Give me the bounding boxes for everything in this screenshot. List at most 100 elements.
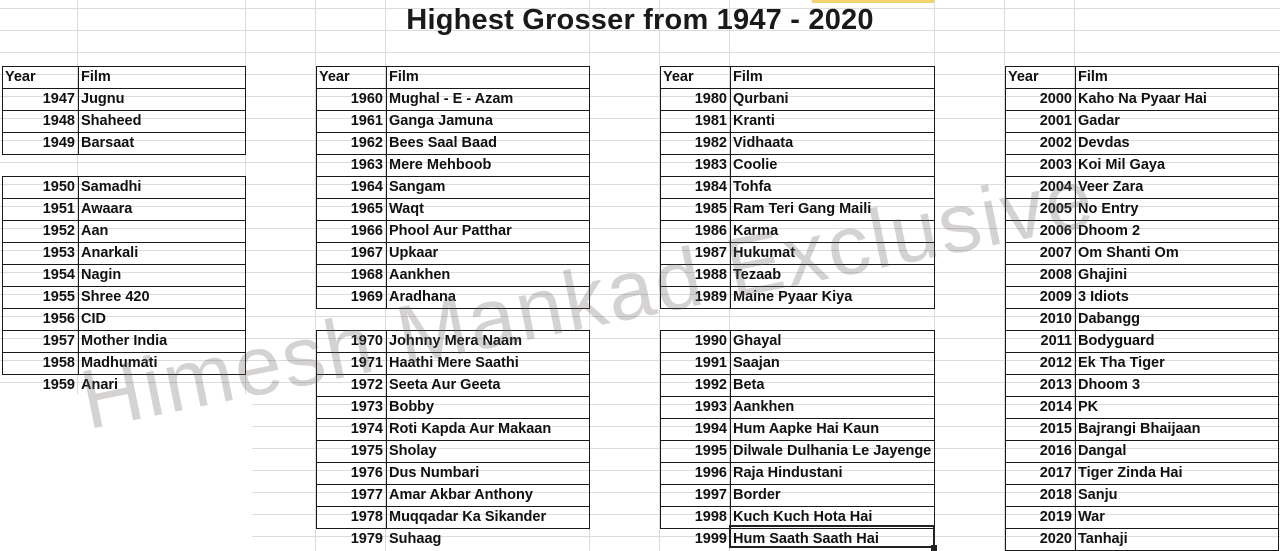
year-cell[interactable]: 1974 (350, 421, 383, 437)
film-cell[interactable]: Aankhen (389, 267, 451, 283)
year-cell[interactable] (316, 308, 386, 330)
film-cell[interactable]: Dangal (1078, 443, 1127, 459)
year-cell[interactable]: 2017 (1039, 465, 1072, 481)
film-cell[interactable]: Shree 420 (81, 289, 150, 305)
year-cell[interactable]: 1953 (42, 245, 75, 261)
year-cell[interactable]: 2019 (1039, 509, 1072, 525)
year-column-header[interactable]: Year (1008, 69, 1039, 85)
film-cell[interactable]: CID (81, 311, 106, 327)
film-cell[interactable]: Bodyguard (1078, 333, 1155, 349)
year-cell[interactable]: 2003 (1039, 157, 1072, 173)
year-cell[interactable]: 1962 (350, 135, 383, 151)
film-cell[interactable]: Ghajini (1078, 267, 1128, 283)
film-cell[interactable]: Johnny Mera Naam (389, 333, 522, 349)
year-cell[interactable]: 1969 (350, 289, 383, 305)
year-cell[interactable]: 1996 (694, 465, 727, 481)
year-cell[interactable]: 2002 (1039, 135, 1072, 151)
year-cell[interactable]: 1979 (350, 531, 383, 547)
year-cell[interactable]: 1978 (350, 509, 383, 525)
film-cell[interactable]: Border (733, 487, 781, 503)
year-cell[interactable]: 1990 (694, 333, 727, 349)
film-column-header[interactable]: Film (389, 69, 419, 85)
film-cell[interactable]: Bees Saal Baad (389, 135, 498, 151)
year-cell[interactable]: 1994 (694, 421, 727, 437)
film-cell[interactable]: Suhaag (389, 531, 442, 547)
film-cell[interactable]: Saajan (733, 355, 780, 371)
film-cell[interactable]: 3 Idiots (1078, 289, 1129, 305)
year-cell[interactable]: 1972 (350, 377, 383, 393)
year-cell[interactable]: 1949 (42, 135, 75, 151)
year-cell[interactable]: 1950 (42, 179, 75, 195)
year-cell[interactable]: 1986 (694, 223, 727, 239)
year-cell[interactable]: 1965 (350, 201, 383, 217)
year-cell[interactable]: 1977 (350, 487, 383, 503)
film-cell[interactable]: Sanju (1078, 487, 1118, 503)
film-cell[interactable]: Dilwale Dulhania Le Jayenge (733, 443, 932, 459)
year-cell[interactable]: 1956 (42, 311, 75, 327)
film-cell[interactable]: Barsaat (81, 135, 135, 151)
film-cell[interactable]: Bobby (389, 399, 435, 415)
year-cell[interactable]: 1959 (42, 377, 75, 393)
year-cell[interactable]: 1983 (694, 157, 727, 173)
year-cell[interactable]: 1952 (42, 223, 75, 239)
film-cell[interactable]: Awaara (81, 201, 133, 217)
year-cell[interactable]: 1992 (694, 377, 727, 393)
year-cell[interactable]: 2005 (1039, 201, 1072, 217)
film-cell[interactable] (386, 308, 590, 330)
year-cell[interactable] (660, 308, 730, 330)
film-cell[interactable]: Raja Hindustani (733, 465, 843, 481)
film-cell[interactable]: Upkaar (389, 245, 439, 261)
film-cell[interactable]: No Entry (1078, 201, 1139, 217)
film-cell[interactable]: Haathi Mere Saathi (389, 355, 519, 371)
year-cell[interactable]: 2016 (1039, 443, 1072, 459)
film-cell[interactable]: Karma (733, 223, 779, 239)
film-cell[interactable]: Amar Akbar Anthony (389, 487, 533, 503)
year-cell[interactable]: 1998 (694, 509, 727, 525)
film-cell[interactable]: Tezaab (733, 267, 782, 283)
film-column-header[interactable]: Film (733, 69, 763, 85)
film-cell[interactable]: Mughal - E - Azam (389, 91, 514, 107)
year-cell[interactable]: 2018 (1039, 487, 1072, 503)
film-cell[interactable]: Jugnu (81, 91, 125, 107)
film-column-header[interactable]: Film (81, 69, 111, 85)
film-cell[interactable]: Mere Mehboob (389, 157, 492, 173)
year-column-header[interactable]: Year (5, 69, 36, 85)
year-cell[interactable]: 1954 (42, 267, 75, 283)
year-cell[interactable]: 2000 (1039, 91, 1072, 107)
film-cell[interactable]: Koi Mil Gaya (1078, 157, 1166, 173)
year-cell[interactable]: 1993 (694, 399, 727, 415)
film-column-header[interactable]: Film (1078, 69, 1108, 85)
film-cell[interactable]: Aan (81, 223, 109, 239)
year-cell[interactable]: 1960 (350, 91, 383, 107)
year-column-header[interactable]: Year (319, 69, 350, 85)
year-cell[interactable]: 1971 (350, 355, 383, 371)
year-cell[interactable]: 2014 (1039, 399, 1072, 415)
film-cell[interactable]: Sangam (389, 179, 446, 195)
film-cell[interactable] (730, 308, 935, 330)
film-cell[interactable]: Ram Teri Gang Maili (733, 201, 872, 217)
year-cell[interactable]: 2006 (1039, 223, 1072, 239)
film-cell[interactable]: Dus Numbari (389, 465, 480, 481)
fill-handle[interactable] (931, 545, 937, 551)
film-cell[interactable]: Tohfa (733, 179, 772, 195)
year-cell[interactable]: 2004 (1039, 179, 1072, 195)
film-cell[interactable]: Mother India (81, 333, 168, 349)
year-cell[interactable]: 2012 (1039, 355, 1072, 371)
year-cell[interactable]: 1961 (350, 113, 383, 129)
year-cell[interactable]: 1947 (42, 91, 75, 107)
year-cell[interactable]: 1988 (694, 267, 727, 283)
film-cell[interactable]: Coolie (733, 157, 778, 173)
year-cell[interactable]: 2009 (1039, 289, 1072, 305)
film-cell[interactable]: Veer Zara (1078, 179, 1144, 195)
film-cell[interactable]: Kaho Na Pyaar Hai (1078, 91, 1207, 107)
year-cell[interactable]: 1966 (350, 223, 383, 239)
film-cell[interactable]: Tiger Zinda Hai (1078, 465, 1183, 481)
film-cell[interactable]: Ek Tha Tiger (1078, 355, 1165, 371)
year-cell[interactable]: 1999 (694, 531, 727, 547)
year-cell[interactable]: 1958 (42, 355, 75, 371)
film-cell[interactable]: Phool Aur Patthar (389, 223, 512, 239)
year-cell[interactable]: 2001 (1039, 113, 1072, 129)
year-cell[interactable]: 1987 (694, 245, 727, 261)
film-cell[interactable]: Muqqadar Ka Sikander (389, 509, 547, 525)
film-cell[interactable]: Devdas (1078, 135, 1130, 151)
